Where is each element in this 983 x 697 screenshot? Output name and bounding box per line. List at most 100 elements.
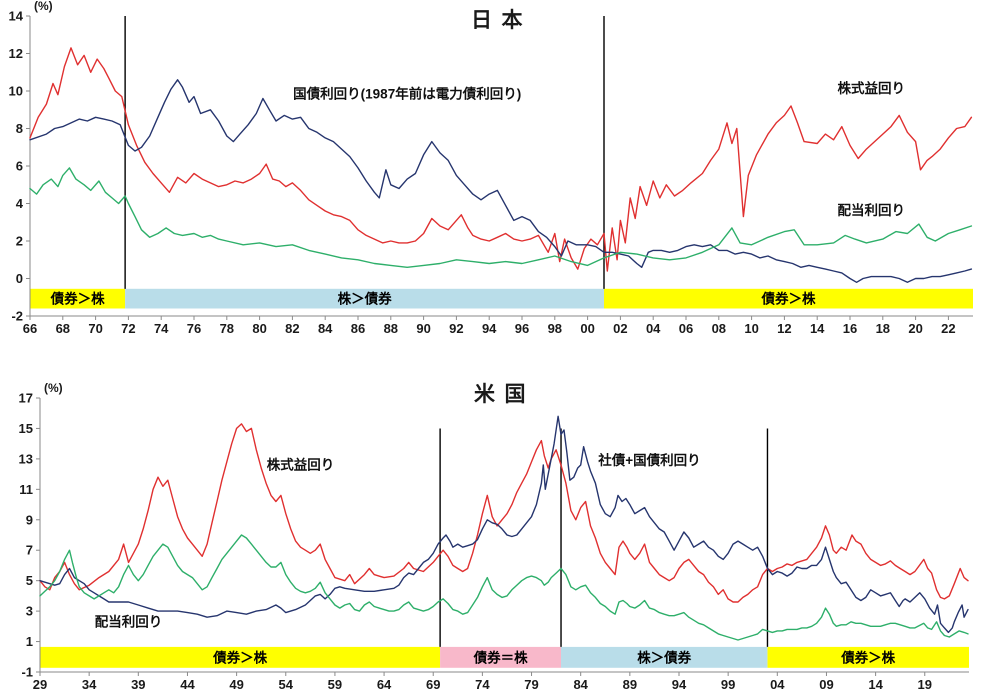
x-tick-label: 49 <box>229 677 243 692</box>
y-tick-label: 4 <box>16 196 24 211</box>
y-tick-label: 15 <box>19 421 33 436</box>
y-tick-label: 17 <box>19 391 33 406</box>
regime-band-jp-bond-gt-stock-2 <box>604 288 973 309</box>
x-tick-label: 92 <box>449 321 463 336</box>
jp-bond-yield-label: 国債利回り(1987年前は電力債利回り) <box>293 86 521 102</box>
x-tick-label: 74 <box>154 321 169 336</box>
x-tick-label: 78 <box>220 321 234 336</box>
x-tick-label: 89 <box>623 677 637 692</box>
regime-band-us-bond-gt-stock-2 <box>767 646 969 668</box>
y-tick-label: 5 <box>26 573 33 588</box>
jp-bond-yield-line <box>29 79 973 283</box>
chart-title: 米国 <box>474 383 535 406</box>
x-tick-label: 74 <box>475 677 490 692</box>
regime-band-label-us-bond-eq-stock: 債券＝株 <box>473 649 528 665</box>
us-bond-yield-line <box>39 415 969 634</box>
jp-equity-yield-label: 株式益回り <box>838 80 906 96</box>
regime-band-label-jp-bond-gt-stock-1: 債券＞株 <box>50 291 105 307</box>
x-tick-label: 08 <box>712 321 726 336</box>
x-tick-label: 84 <box>318 321 333 336</box>
x-tick-label: 94 <box>482 321 497 336</box>
y-tick-label: 3 <box>26 604 33 619</box>
x-tick-label: 90 <box>416 321 430 336</box>
y-tick-label: 10 <box>9 84 23 99</box>
x-tick-label: 84 <box>573 677 588 692</box>
x-tick-label: 00 <box>580 321 594 336</box>
x-tick-label: 99 <box>721 677 735 692</box>
x-tick-label: 10 <box>744 321 758 336</box>
us-bond-yield-label: 社債+国債利回り <box>597 452 700 468</box>
x-tick-label: 12 <box>777 321 791 336</box>
regime-band-label-jp-bond-gt-stock-2: 債券＞株 <box>761 291 816 307</box>
regime-band-label-us-bond-gt-stock-2: 債券＞株 <box>840 649 895 665</box>
y-tick-label: 1 <box>26 634 33 649</box>
jp-dividend-yield-label: 配当利回り <box>838 202 906 218</box>
x-tick-label: 09 <box>819 677 833 692</box>
x-tick-label: 79 <box>524 677 538 692</box>
regime-band-us-bond-gt-stock-1 <box>40 646 441 668</box>
x-tick-label: 86 <box>351 321 365 336</box>
y-axis-unit-label: (%) <box>34 0 53 13</box>
y-tick-label: 11 <box>19 482 33 497</box>
y-tick-label: 2 <box>16 234 23 249</box>
x-tick-label: 04 <box>646 321 661 336</box>
x-tick-label: 98 <box>548 321 562 336</box>
x-tick-label: 14 <box>868 677 883 692</box>
us-dividend-yield-label: 配当利回り <box>95 613 163 629</box>
x-tick-label: 68 <box>56 321 70 336</box>
y-tick-label: 8 <box>16 121 23 136</box>
y-tick-label: 7 <box>26 543 33 558</box>
y-tick-label: -1 <box>21 665 33 680</box>
y-tick-label: 6 <box>16 159 23 174</box>
x-tick-label: 70 <box>88 321 102 336</box>
y-tick-label: 9 <box>26 512 33 527</box>
x-tick-label: 19 <box>918 677 932 692</box>
y-tick-label: 13 <box>19 451 33 466</box>
x-tick-label: 72 <box>121 321 135 336</box>
x-tick-label: 39 <box>131 677 145 692</box>
us-chart: -1 1 3 5 7 9 11 13 15 17 29 34 39 44 49 54 59 64 69 74 79 84 8… <box>0 348 983 697</box>
us-equity-yield-label: 株式益回り <box>267 457 335 473</box>
x-tick-label: 82 <box>285 321 299 336</box>
regime-band-label-us-stock-gt-bond: 株＞債券 <box>637 649 691 665</box>
x-tick-label: 16 <box>843 321 857 336</box>
y-tick-label: 0 <box>16 271 23 286</box>
regime-band-label-us-bond-gt-stock-1: 債券＞株 <box>212 649 267 665</box>
x-tick-label: 54 <box>279 677 294 692</box>
x-tick-label: 88 <box>384 321 398 336</box>
regime-band-label-jp-stock-gt-bond: 株＞債券 <box>338 291 392 307</box>
jp-dividend-yield-line <box>29 167 973 268</box>
jp-equity-yield-line <box>29 47 973 272</box>
x-tick-label: 18 <box>876 321 890 336</box>
x-tick-label: 44 <box>180 677 195 692</box>
x-tick-label: 69 <box>426 677 440 692</box>
y-axis-unit-label: (%) <box>44 381 63 395</box>
y-tick-label: 14 <box>9 9 24 24</box>
regime-band-us-stock-gt-bond <box>561 646 768 668</box>
x-tick-label: 76 <box>187 321 201 336</box>
x-tick-label: 59 <box>328 677 342 692</box>
x-tick-label: 02 <box>613 321 627 336</box>
x-tick-label: 64 <box>377 677 392 692</box>
x-tick-label: 66 <box>23 321 37 336</box>
regime-band-jp-stock-gt-bond <box>125 288 604 309</box>
y-tick-label: -2 <box>11 309 23 324</box>
regime-band-us-bond-eq-stock <box>440 646 561 668</box>
x-tick-label: 94 <box>672 677 687 692</box>
chart-title: 日本 <box>471 9 532 32</box>
x-tick-label: 34 <box>82 677 97 692</box>
x-tick-label: 06 <box>679 321 693 336</box>
x-tick-label: 80 <box>252 321 266 336</box>
us-dividend-yield-line <box>39 534 969 641</box>
x-tick-label: 96 <box>515 321 529 336</box>
x-tick-label: 20 <box>908 321 922 336</box>
x-tick-label: 29 <box>33 677 47 692</box>
x-tick-label: 04 <box>770 677 785 692</box>
x-tick-label: 22 <box>941 321 955 336</box>
us-equity-yield-line <box>39 423 969 603</box>
y-tick-label: 12 <box>9 46 23 61</box>
x-tick-label: 14 <box>810 321 825 336</box>
